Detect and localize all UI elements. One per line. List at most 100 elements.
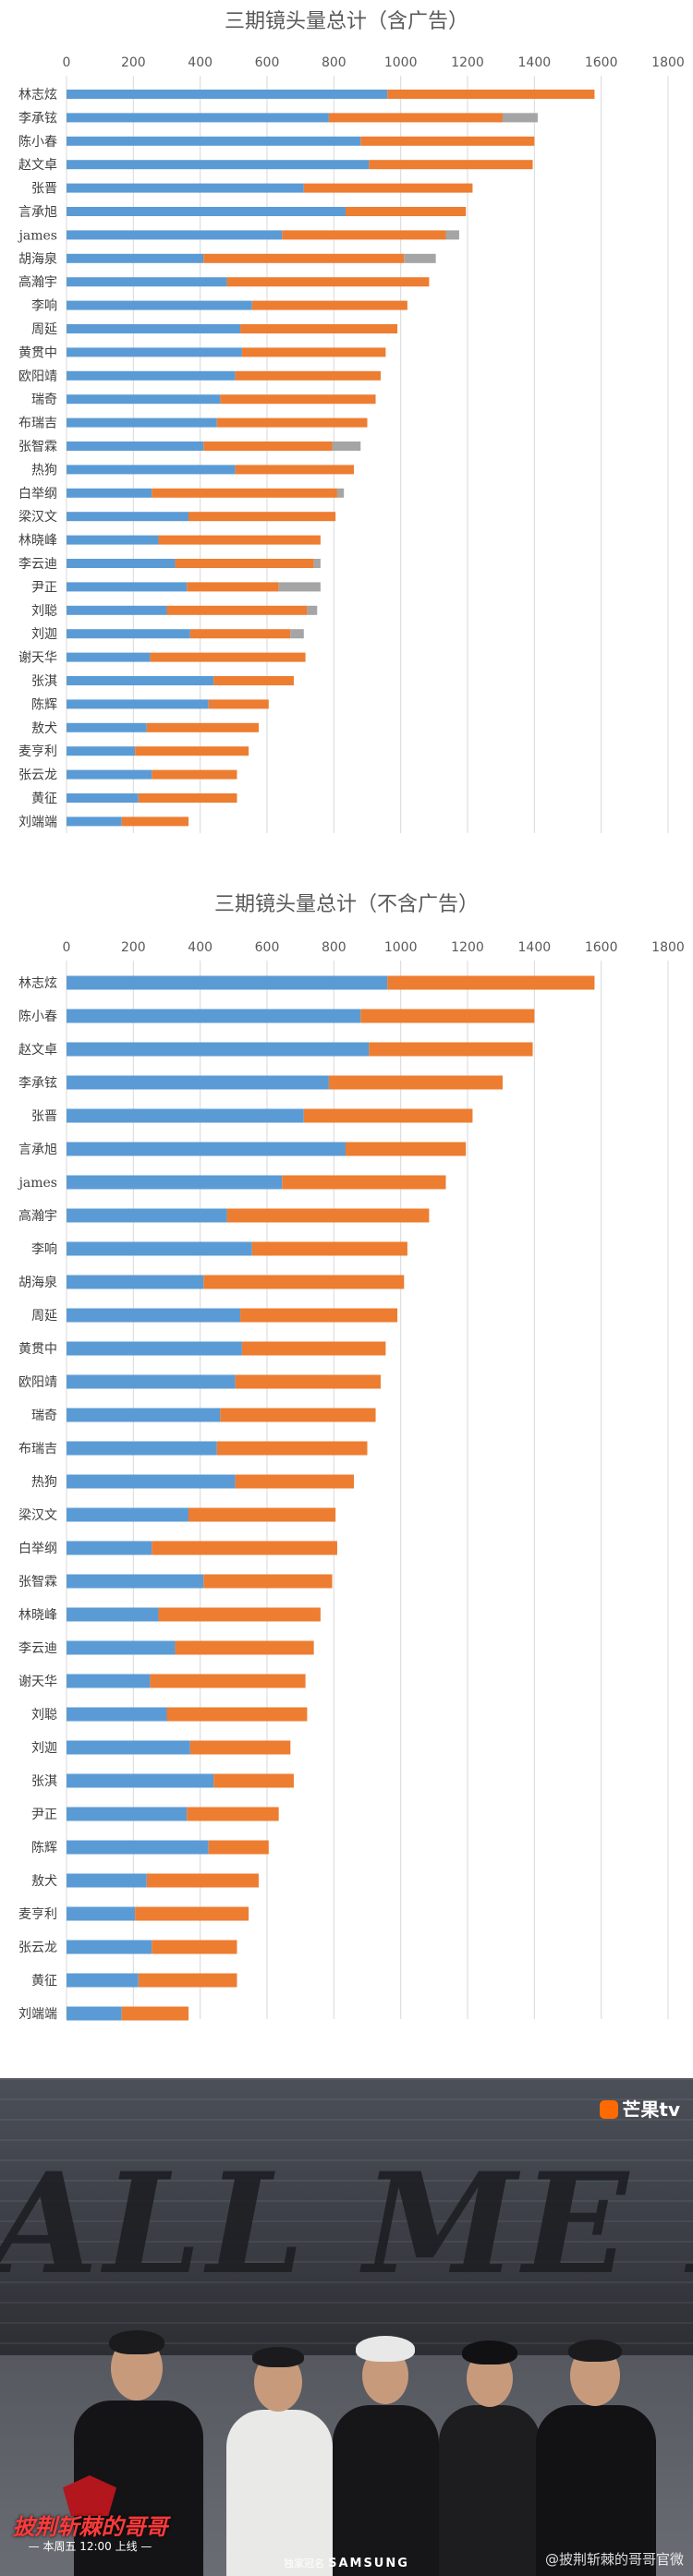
bar-series0-7 [67,253,204,263]
bar-series1-24 [150,652,306,662]
category-label-30: 黄征 [31,1973,57,1989]
bar-series1-30 [138,1973,237,1988]
sponsor-prefix: 独家冠名 [284,2558,325,2570]
person-2 [222,2317,337,2576]
category-label-19: 林晓峰 [18,1608,57,1623]
bar-series1-16 [235,465,355,475]
bar-series0-29 [67,769,152,780]
bar-series1-26 [208,1840,269,1855]
person-3 [328,2308,444,2576]
bar-series1-15 [203,441,333,451]
bar-series0-20 [67,559,176,568]
category-label-3: 赵文卓 [18,158,57,173]
category-label-22: 刘聪 [31,604,57,619]
category-label-3: 李承铉 [18,1076,57,1091]
bar-series1-6 [282,230,446,240]
sponsor-brand: SAMSUNG [328,2557,409,2570]
bar-series1-9 [203,1275,405,1289]
bar-series0-2 [67,1042,370,1057]
person-body [439,2405,541,2576]
category-label-14: 布瑞吉 [18,1442,57,1457]
bar-series0-28 [67,1906,136,1921]
bar-series1-23 [189,629,291,639]
bar-series1-2 [369,1042,533,1057]
bar-series1-20 [175,1640,314,1655]
bar-series0-24 [67,652,151,662]
category-label-10: 周延 [31,1309,57,1324]
category-label-28: 麦亨利 [18,744,57,759]
category-label-13: 瑞奇 [31,392,57,407]
bar-series1-1 [360,1009,535,1023]
show-schedule: — 本周五 12:00 上线 — [28,2540,152,2553]
bar-series1-30 [138,793,237,803]
category-label-11: 黄贯中 [18,345,57,360]
bar-series0-5 [67,1142,346,1156]
person-cap [462,2340,517,2364]
mango-tv-logo: 芒果tv [600,2095,680,2122]
category-label-25: 尹正 [31,1808,57,1822]
category-label-17: 白举纲 [18,1542,57,1556]
bar-series0-21 [67,582,188,592]
bar-series0-20 [67,1640,176,1655]
category-label-24: 谢天华 [18,651,57,666]
person-cap [356,2336,415,2362]
bar-series0-19 [67,1607,159,1622]
category-label-4: 张晋 [31,182,57,197]
category-label-15: 张智霖 [18,440,57,454]
bar-series1-10 [240,324,398,333]
bar-series1-19 [158,1607,321,1622]
bar-series0-31 [67,2006,122,2021]
bar-series1-31 [121,2006,189,2021]
bar-series0-2 [67,136,361,146]
bar-series0-0 [67,975,388,990]
category-label-23: 刘迦 [31,627,57,642]
bar-series1-29 [152,769,237,780]
person-4 [434,2313,545,2576]
bar-series2-15 [332,441,361,451]
category-label-27: 敖犬 [31,721,57,736]
category-label-8: 高瀚宇 [18,274,57,290]
bar-series2-21 [278,582,321,592]
category-label-21: 谢天华 [18,1675,57,1689]
bar-series2-6 [445,230,459,240]
bar-series0-16 [67,465,236,475]
bar-series0-11 [67,1341,242,1356]
person-body [333,2405,439,2576]
bar-series0-12 [67,370,236,381]
person-5 [531,2308,661,2576]
mango-icon [600,2100,619,2119]
person-hair [568,2340,622,2362]
chart-with-ads-svg: 三期镜头量总计（含广告） 0 200 400 600 800 1000 1200 1400 160… [18,10,685,833]
bar-series0-19 [67,535,159,545]
x-tick-label-2: 400 [188,940,213,955]
bar-series0-25 [67,1807,188,1821]
bar-series1-16 [188,1507,336,1522]
x-tick-label-7: 1400 [518,940,552,955]
category-label-7: 胡海泉 [18,251,57,267]
category-label-29: 张云龙 [18,768,57,783]
chart-with-ads: 三期镜头量总计（含广告） 0 200 400 600 800 1000 1200 1400 160… [0,0,693,850]
chart-title: 三期镜头量总计（不含广告） [214,893,479,916]
bar-series0-1 [67,1009,361,1023]
bar-series1-11 [241,1341,386,1356]
bar-series0-10 [67,324,241,333]
bar-series1-12 [235,370,381,381]
x-tick-label-5: 1000 [384,55,418,70]
bar-series1-2 [360,136,535,146]
bar-series1-20 [175,559,314,568]
x-tick-label-9: 1800 [651,940,685,955]
bar-series1-21 [150,1674,306,1688]
promo-photo: ALL ME BY 芒果tv 披荆斩棘的哥哥 — 本周五 12:00 上线 — … [0,2078,693,2576]
x-tick-label-8: 1600 [585,55,618,70]
category-label-2: 赵文卓 [18,1043,57,1058]
bar-series2-7 [404,253,436,263]
category-label-28: 麦亨利 [18,1906,57,1922]
bar-series1-23 [189,1740,291,1755]
bar-series1-26 [208,699,269,709]
category-label-12: 欧阳靖 [18,369,57,384]
bar-series1-28 [135,746,249,756]
bar-series1-9 [251,300,407,310]
x-tick-label-9: 1800 [651,55,685,70]
bar-series1-3 [328,1075,503,1090]
category-label-22: 刘聪 [31,1708,57,1723]
